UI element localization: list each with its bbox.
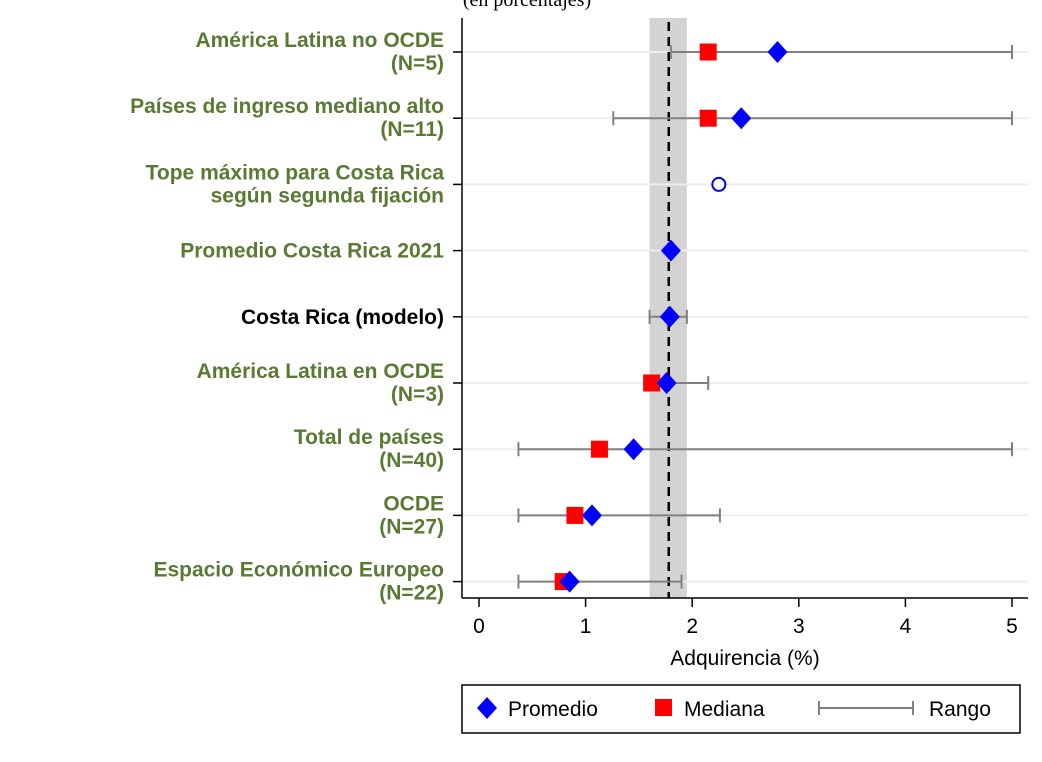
legend-mediana-label: Mediana	[684, 698, 765, 721]
mean-marker	[656, 372, 677, 394]
range-bar	[517, 574, 683, 589]
median-marker	[699, 109, 717, 127]
category-label: América Latina en OCDE	[197, 360, 444, 383]
category-label: América Latina no OCDE	[195, 29, 444, 52]
x-tick-label: 0	[473, 615, 485, 638]
category-label: OCDE	[383, 492, 444, 515]
mean-marker	[623, 438, 644, 461]
legend-rango-label: Rango	[929, 698, 991, 721]
category-label: (N=5)	[391, 52, 444, 75]
mean-marker	[660, 239, 681, 262]
category-label: Países de ingreso mediano alto	[130, 95, 444, 118]
mean-marker	[659, 305, 680, 328]
median-marker	[699, 43, 717, 61]
legend: Promedio Mediana Rango	[461, 684, 1021, 734]
gridlines	[462, 51, 1028, 583]
category-label: según segunda fijación	[211, 184, 444, 207]
range-bar	[669, 45, 1013, 59]
category-labels: América Latina no OCDE(N=5) Países de ing…	[130, 29, 444, 605]
category-label: (N=22)	[379, 582, 444, 605]
category-label: (N=27)	[379, 515, 444, 538]
x-tick-label: 4	[900, 615, 912, 638]
category-label: (N=40)	[379, 449, 444, 472]
mean-marker	[559, 570, 580, 593]
x-tick-label: 5	[1006, 615, 1018, 638]
category-label: Promedio Costa Rica 2021	[180, 240, 444, 263]
x-tick-label: 3	[793, 615, 805, 638]
median-marker	[643, 374, 661, 392]
range-bar	[612, 111, 1013, 126]
plot-area	[517, 22, 1013, 598]
mean-marker	[731, 107, 752, 130]
legend-mediana-marker	[655, 699, 672, 716]
category-label: Costa Rica (modelo)	[241, 306, 444, 329]
x-tick-label: 2	[686, 615, 698, 638]
category-label: (N=3)	[391, 383, 444, 406]
range-bar	[517, 508, 721, 523]
mean-marker	[581, 504, 602, 527]
target-marker	[711, 176, 727, 192]
legend-promedio-marker	[477, 697, 497, 719]
median-marker	[590, 440, 608, 458]
category-label: Tope máximo para Costa Rica	[146, 161, 445, 184]
legend-rango-marker	[818, 701, 914, 715]
legend-box	[461, 684, 1021, 734]
mean-marker	[767, 41, 788, 63]
legend-promedio-label: Promedio	[508, 698, 598, 721]
category-label: (N=11)	[380, 118, 444, 141]
category-label: Total de países	[294, 426, 444, 449]
x-tick-label: 1	[580, 615, 592, 638]
chart-subtitle: (en porcentajes)	[463, 0, 591, 11]
median-marker	[566, 506, 584, 524]
axes: 0 1 2 3 4 5	[453, 18, 1028, 638]
x-axis-title: Adquirencia (%)	[670, 647, 819, 670]
category-label: Espacio Económico Europeo	[153, 559, 444, 582]
